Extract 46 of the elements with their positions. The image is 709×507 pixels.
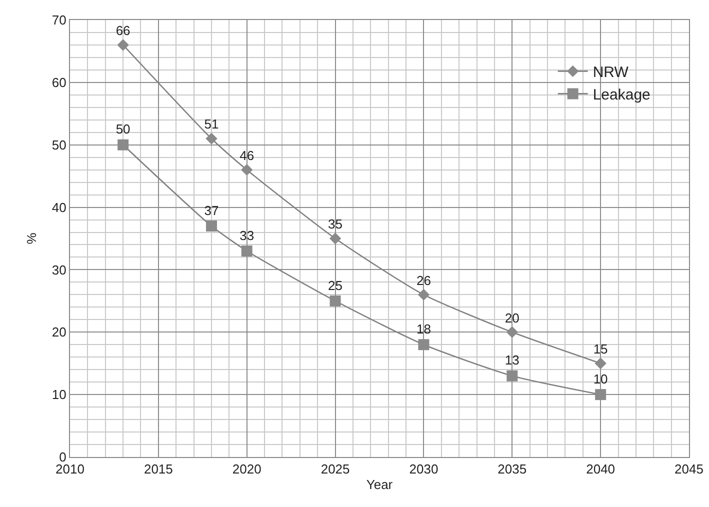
data-label: 37 bbox=[204, 202, 219, 218]
data-label: 20 bbox=[504, 310, 520, 326]
x-axis-title: Year bbox=[366, 477, 394, 492]
y-tick-label: 20 bbox=[52, 324, 66, 340]
point bbox=[117, 39, 129, 51]
y-tick-label: 40 bbox=[52, 200, 66, 215]
y-tick-label: 70 bbox=[52, 12, 66, 28]
point bbox=[418, 339, 430, 350]
data-label: 25 bbox=[328, 278, 343, 293]
y-tick-label: 60 bbox=[52, 74, 66, 90]
data-label: 46 bbox=[240, 148, 254, 163]
y-tick-label: 30 bbox=[52, 262, 66, 278]
point bbox=[506, 370, 518, 382]
x-tick-label: 2015 bbox=[144, 462, 173, 477]
data-label: 51 bbox=[204, 116, 219, 132]
legend-label: Leakage bbox=[592, 86, 650, 104]
data-label: 10 bbox=[593, 371, 608, 386]
point bbox=[595, 389, 606, 400]
data-label: 33 bbox=[240, 228, 254, 243]
x-tick-label: 2035 bbox=[498, 462, 527, 477]
x-tick-label: 2030 bbox=[409, 462, 438, 477]
point bbox=[118, 139, 129, 150]
point bbox=[506, 326, 518, 338]
point bbox=[418, 288, 430, 301]
data-label: 15 bbox=[593, 341, 608, 356]
y-tick-label: 10 bbox=[52, 387, 66, 402]
point bbox=[206, 220, 217, 232]
point bbox=[241, 245, 252, 256]
data-label: 18 bbox=[416, 322, 431, 337]
point bbox=[330, 295, 341, 306]
x-tick-label: 2025 bbox=[320, 462, 350, 477]
data-label: 50 bbox=[116, 122, 130, 137]
y-tick-label: 50 bbox=[52, 137, 66, 152]
x-tick-label: 2040 bbox=[586, 462, 616, 477]
y-axis-title: % bbox=[24, 232, 39, 244]
x-tick-label: 2045 bbox=[674, 462, 704, 477]
legend-label: NRW bbox=[592, 64, 630, 82]
point bbox=[594, 358, 606, 370]
data-label: 66 bbox=[116, 23, 130, 38]
data-label: 26 bbox=[416, 272, 431, 288]
point bbox=[329, 232, 342, 244]
x-tick-label: 2020 bbox=[232, 462, 262, 477]
point bbox=[241, 164, 253, 176]
data-label: 13 bbox=[504, 352, 520, 368]
data-label: 35 bbox=[328, 216, 343, 232]
point bbox=[206, 132, 218, 144]
